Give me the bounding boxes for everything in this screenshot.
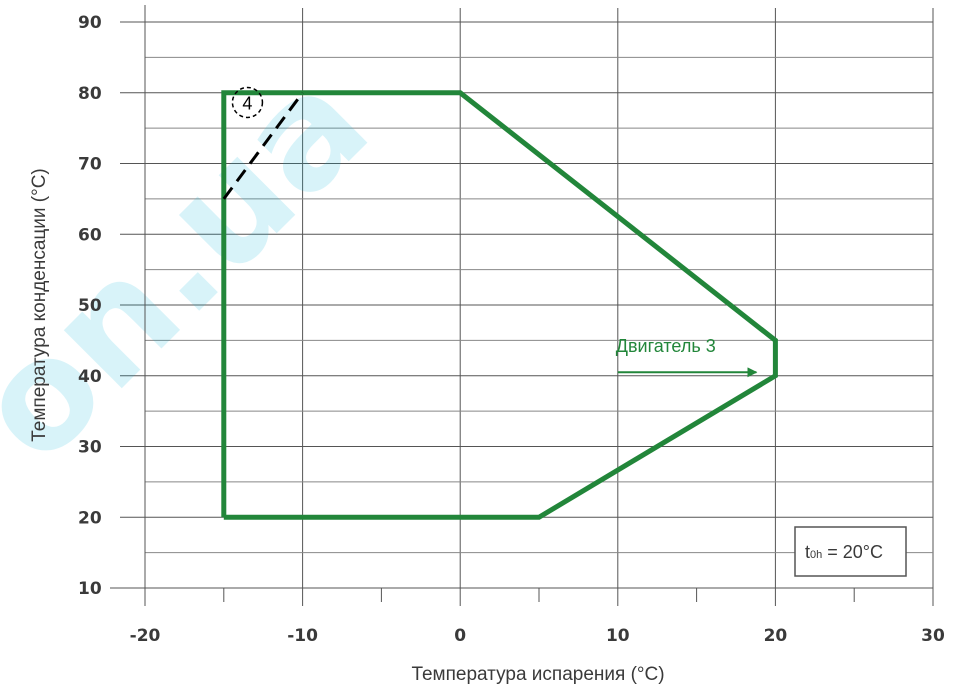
note-text: t0h = 20°C	[805, 542, 883, 562]
grid	[120, 8, 934, 588]
x-tick-label: 30	[921, 626, 945, 646]
y-tick-label: 30	[78, 438, 102, 458]
envelope-line	[221, 90, 778, 520]
y-tick-label: 10	[78, 579, 102, 599]
x-tick-label: 10	[606, 626, 630, 646]
annotations: Двигатель 3 4 t0h = 20°C	[231, 86, 907, 577]
y-tick-label: 40	[78, 367, 102, 387]
engine-label: Двигатель 3	[616, 336, 716, 356]
axes: -20 -10 0 10 20 30 10 20 30 40 50 60 70 80 90	[78, 5, 945, 646]
y-tick-label: 90	[78, 13, 102, 33]
circled-label-ring	[231, 86, 264, 119]
x-axis-label: Температура испарения (°C)	[411, 664, 664, 685]
y-tick-label: 70	[78, 155, 102, 175]
circled-label-text: 4	[242, 93, 252, 113]
y-tick-label: 20	[78, 508, 102, 528]
note-box	[794, 526, 907, 577]
x-tick-label: 20	[764, 626, 788, 646]
y-axis-label: Температура конденсации (°C)	[29, 168, 50, 442]
watermark-text: on.ua	[0, 37, 401, 496]
x-tick-label: -20	[130, 626, 161, 646]
y-tick-label: 60	[78, 225, 102, 245]
x-tick-label: -10	[287, 626, 318, 646]
series	[221, 90, 778, 520]
y-tick-label: 80	[78, 84, 102, 104]
watermark: on.ua	[0, 37, 401, 496]
dashed-limit-line	[222, 91, 304, 200]
x-tick-label: 0	[454, 626, 466, 646]
y-tick-label: 50	[78, 296, 102, 316]
